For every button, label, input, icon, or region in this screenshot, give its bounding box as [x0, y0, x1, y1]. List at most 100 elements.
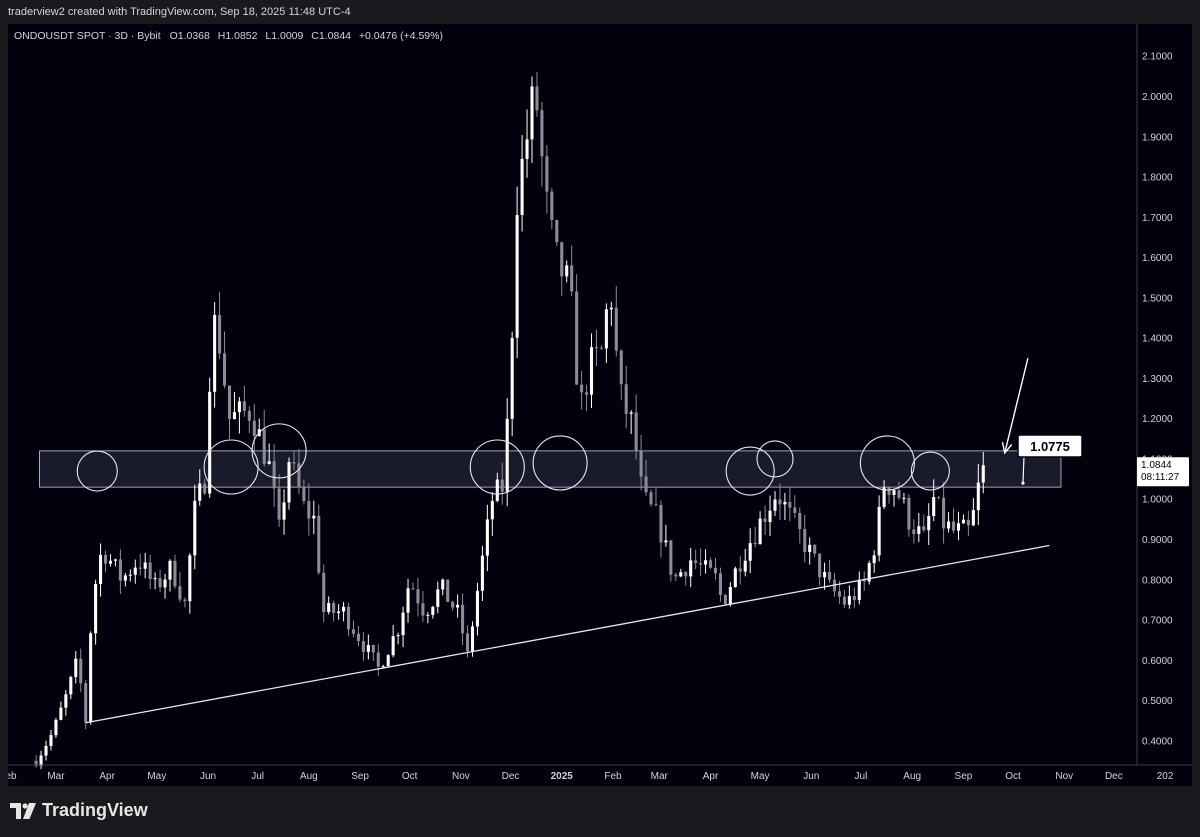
- time-tick-label: Apr: [703, 771, 719, 782]
- candle-body: [768, 510, 772, 522]
- candle-body: [907, 497, 911, 530]
- annotation-arrow-head: [1001, 441, 1013, 455]
- candle-body: [386, 655, 390, 667]
- time-tick-label: Nov: [1055, 771, 1073, 782]
- candle-body: [401, 612, 405, 636]
- candle-body: [54, 719, 58, 736]
- candle-body: [337, 611, 341, 614]
- candle-body: [168, 560, 172, 580]
- chart-panel[interactable]: 2.1000 2.0000 1.9000 1.8000 1.7000 1.6000 1.50…: [8, 24, 1192, 786]
- candle-body: [272, 461, 276, 489]
- tradingview-logo-icon: [10, 802, 36, 819]
- candle-body: [446, 579, 450, 603]
- candle-body: [575, 291, 579, 385]
- candle-body: [267, 461, 271, 464]
- candle-body: [133, 567, 137, 575]
- candle-body: [69, 677, 73, 695]
- candle-body: [679, 572, 683, 577]
- legend-high: H1.0852: [218, 30, 258, 42]
- candle-body: [585, 392, 589, 395]
- candle-body: [738, 568, 742, 572]
- level-label: 1.0775: [1030, 439, 1070, 454]
- candle-body: [723, 594, 727, 604]
- candlestick-chart[interactable]: 2.1000 2.0000 1.9000 1.8000 1.7000 1.6000 1.50…: [8, 24, 1192, 786]
- candle-body: [520, 158, 524, 215]
- last-price-box: [1137, 457, 1189, 487]
- candle-body: [148, 562, 152, 579]
- candle-body: [302, 487, 306, 502]
- candle-body: [922, 526, 926, 531]
- candle-body: [391, 636, 395, 656]
- candle-body: [689, 560, 693, 577]
- candle-body: [550, 191, 554, 220]
- candle-body: [619, 350, 623, 385]
- tradingview-logo[interactable]: TradingView: [10, 800, 148, 821]
- price-tick-label: 1.8000: [1142, 173, 1173, 184]
- candle-body: [758, 518, 762, 545]
- candle-body: [381, 666, 385, 668]
- candle-body: [297, 463, 301, 488]
- time-tick-label: Aug: [300, 771, 318, 782]
- annotation-arrow: [1004, 358, 1029, 454]
- highlight-circle: [251, 423, 307, 479]
- time-tick-label: Apr: [99, 771, 115, 782]
- candle-body: [94, 584, 98, 634]
- time-tick-label: Jun: [803, 771, 819, 782]
- candle-body: [178, 586, 182, 600]
- candle-body: [188, 555, 192, 602]
- time-tick-label: Nov: [452, 771, 470, 782]
- candle-body: [74, 658, 78, 678]
- candle-body: [699, 563, 703, 565]
- candle-body: [282, 502, 286, 520]
- highlight-circle: [76, 450, 118, 492]
- symbol-legend: ONDOUSDT SPOT · 3D · Bybit O1.0368 H1.08…: [14, 30, 443, 42]
- time-tick-label: Feb: [604, 771, 622, 782]
- candle-body: [218, 314, 222, 354]
- time-tick-label: Oct: [1005, 771, 1021, 782]
- price-tick-label: 2.1000: [1142, 52, 1173, 63]
- candle-body: [813, 544, 817, 554]
- candle-body: [684, 572, 688, 577]
- candle-body: [634, 412, 638, 451]
- candle-body: [917, 526, 921, 534]
- time-tick-label: Sep: [955, 771, 973, 782]
- credit-bar: traderview2 created with TradingView.com…: [0, 0, 1200, 24]
- candle-body: [704, 560, 708, 565]
- candle-body: [416, 589, 420, 604]
- candle-body: [842, 596, 846, 605]
- candle-body: [932, 496, 936, 517]
- highlight-circle: [756, 440, 794, 478]
- candle-body: [852, 595, 856, 601]
- candle-body: [396, 635, 400, 637]
- candle-body: [966, 519, 970, 526]
- candle-body: [158, 578, 162, 588]
- candle-body: [594, 347, 599, 349]
- candle-body: [867, 563, 871, 582]
- candle-body: [490, 500, 494, 520]
- time-axis[interactable]: Feb Mar Apr May Jun Jul Aug Sep Oct Nov Dec 2025 Feb…: [8, 764, 1192, 782]
- candle-body: [942, 497, 946, 529]
- candle-body: [312, 515, 316, 519]
- candle-body: [976, 482, 980, 511]
- price-axis[interactable]: 2.1000 2.0000 1.9000 1.8000 1.7000 1.6000 1.50…: [1136, 24, 1192, 765]
- resistance-zone: [39, 450, 1062, 488]
- support-trendline: [85, 544, 1050, 724]
- highlight-circle: [725, 446, 775, 496]
- time-tick-label: May: [751, 771, 770, 782]
- candle-body: [287, 462, 291, 503]
- level-label-box: [1017, 434, 1083, 458]
- candle-body: [902, 497, 906, 499]
- time-tick-label: Feb: [8, 771, 17, 782]
- candle-body: [609, 307, 613, 310]
- candle-body: [669, 540, 673, 575]
- candle-body: [475, 590, 479, 627]
- candle-body: [485, 519, 489, 556]
- candle-body: [887, 487, 891, 495]
- callout-pointer: [1022, 455, 1025, 484]
- candle-body: [803, 528, 807, 552]
- price-tick-label: 0.7000: [1142, 616, 1173, 627]
- candle-body: [237, 401, 241, 413]
- candle-body: [788, 501, 792, 508]
- candle-body: [624, 384, 628, 414]
- time-tick-label: Dec: [1105, 771, 1123, 782]
